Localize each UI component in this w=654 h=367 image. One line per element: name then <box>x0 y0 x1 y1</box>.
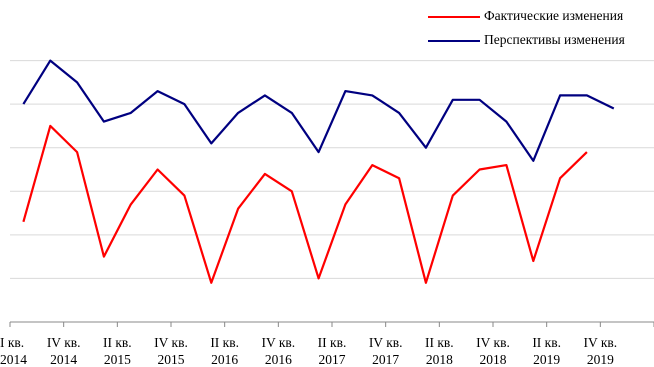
series-lines <box>22 59 615 284</box>
x-tick-label: IV кв. 2014 <box>47 335 81 367</box>
series-line-0 <box>22 124 588 284</box>
legend-swatch-prospects <box>428 40 480 42</box>
legend-label-actual: Фактические изменения <box>484 8 624 23</box>
gridlines <box>10 60 654 279</box>
legend-label-prospects: Перспективы изменения <box>484 32 625 47</box>
x-tick-label: IV кв. 2017 <box>369 335 403 367</box>
series-line-1 <box>22 59 615 162</box>
x-tick-label: I кв. 2014 <box>0 335 27 367</box>
legend-item-actual: Фактические изменения <box>428 6 654 30</box>
x-tick-label: II кв. 2016 <box>210 335 239 367</box>
x-axis-tick-labels: I кв. 2014 IV кв. 2014 II кв. 2015 IV кв. 2015 I… <box>0 335 617 367</box>
x-tick-label: II кв. 2017 <box>318 335 347 367</box>
legend: Фактические изменения Перспективы измене… <box>428 6 654 54</box>
x-axis-ticks <box>9 322 654 327</box>
x-tick-label: IV кв. 2018 <box>476 335 510 367</box>
legend-item-prospects: Перспективы изменения <box>428 30 654 54</box>
x-tick-label: II кв. 2019 <box>532 335 561 367</box>
x-tick-label: IV кв. 2016 <box>261 335 295 367</box>
x-tick-label: II кв. 2015 <box>103 335 132 367</box>
x-tick-label: IV кв. 2019 <box>583 335 617 367</box>
x-tick-label: II кв. 2018 <box>425 335 454 367</box>
legend-swatch-actual <box>428 16 480 18</box>
x-tick-label: IV кв. 2015 <box>154 335 188 367</box>
